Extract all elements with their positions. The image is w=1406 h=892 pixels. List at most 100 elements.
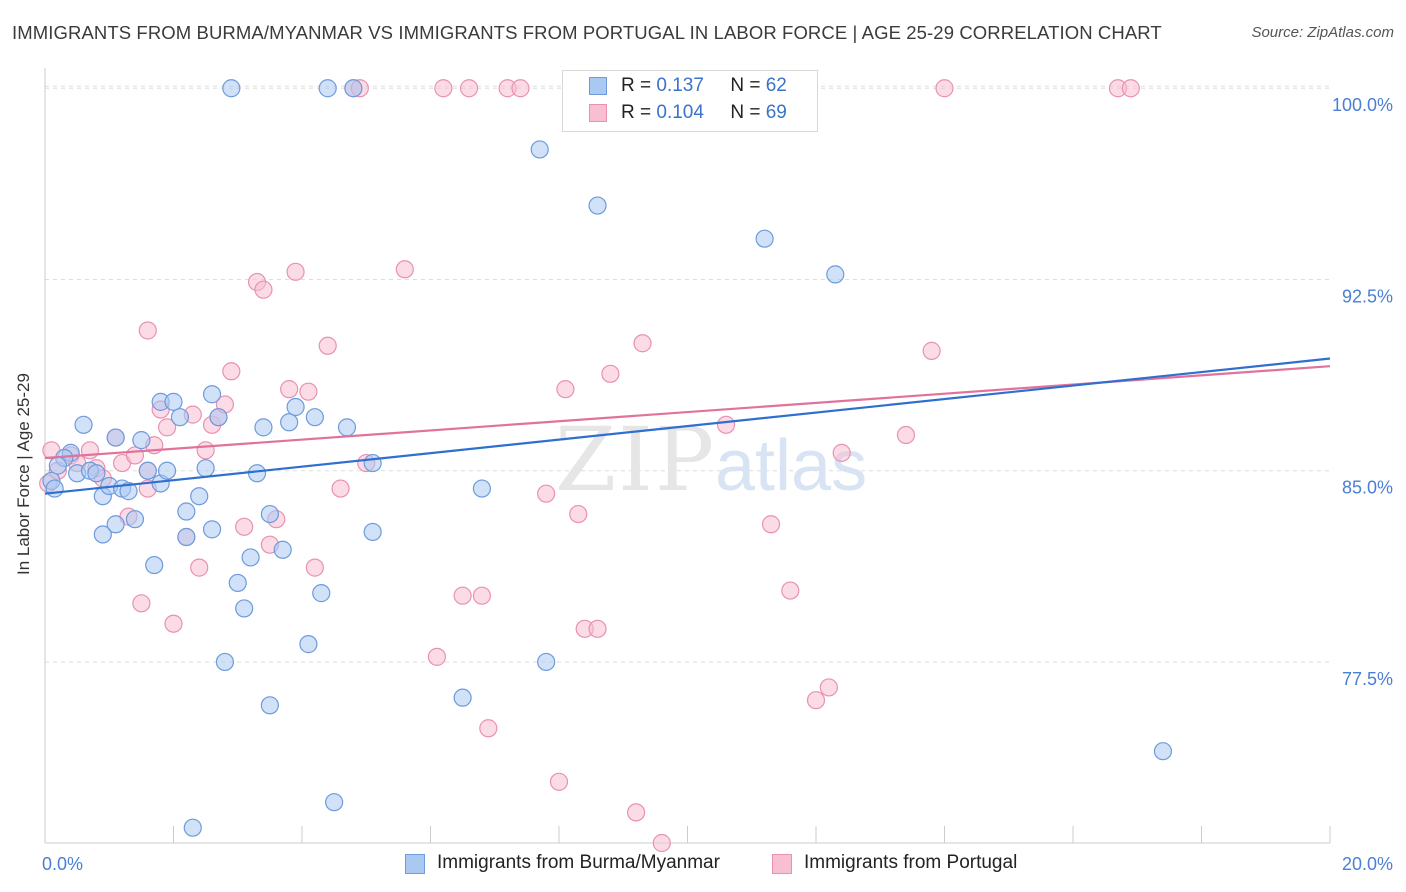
series-swatch-portugal xyxy=(772,854,792,874)
burma-point xyxy=(260,504,279,524)
portugal-point xyxy=(806,691,826,710)
portugal-point xyxy=(164,614,183,633)
portugal-point xyxy=(1121,79,1140,98)
burma-point xyxy=(826,265,845,284)
portugal-point xyxy=(601,364,620,383)
portugal-point xyxy=(318,336,337,355)
burma-point xyxy=(119,482,138,501)
legend-r-label: R = xyxy=(621,102,652,123)
portugal-point xyxy=(935,79,954,98)
watermark-zip: ZIP xyxy=(555,408,716,511)
burma-point xyxy=(530,140,549,159)
portugal-point xyxy=(922,341,941,360)
watermark-atlas: atlas xyxy=(715,426,867,506)
x-tick-label: 20.0% xyxy=(1342,854,1393,874)
burma-point xyxy=(228,573,247,593)
y-tick-label: 100.0% xyxy=(1332,95,1393,115)
burma-point xyxy=(588,196,607,215)
portugal-point xyxy=(286,262,305,281)
trend-lines xyxy=(44,357,1331,495)
portugal-point xyxy=(652,833,671,853)
burma-point xyxy=(537,652,556,672)
legend-n-value: 62 xyxy=(765,75,787,96)
x-tick-label: 0.0% xyxy=(42,854,83,874)
portugal-point xyxy=(633,334,652,353)
portugal-point xyxy=(427,647,447,666)
portugal-point xyxy=(588,619,607,638)
burma-point xyxy=(260,696,279,715)
burma-point xyxy=(48,456,67,475)
portugal-point xyxy=(138,321,157,340)
burma-point xyxy=(74,415,93,434)
burma-point xyxy=(312,584,331,603)
burma-points xyxy=(42,79,1173,837)
portugal-point xyxy=(125,446,145,465)
burma-point xyxy=(106,515,125,534)
burma-point xyxy=(755,229,774,248)
burma-point xyxy=(222,79,241,98)
burma-point xyxy=(177,527,196,547)
burma-point xyxy=(87,464,106,483)
series-swatch-burma xyxy=(405,854,425,874)
portugal-point xyxy=(819,678,838,697)
burma-point xyxy=(93,525,112,544)
portugal-point xyxy=(832,443,851,462)
burma-point xyxy=(254,418,273,437)
burma-point xyxy=(325,793,344,812)
portugal-point xyxy=(511,79,530,98)
portugal-point xyxy=(254,280,273,299)
burma-point xyxy=(157,461,177,480)
burma-point xyxy=(215,652,234,672)
burma-point xyxy=(286,397,305,417)
portugal-point xyxy=(280,380,299,399)
burma-point xyxy=(45,479,64,498)
burma-trend-line xyxy=(44,357,1331,495)
portugal-point xyxy=(479,719,498,738)
burma-point xyxy=(138,461,157,480)
burma-point xyxy=(183,818,202,837)
burma-point xyxy=(453,688,472,707)
burma-point xyxy=(177,502,196,521)
portugal-point xyxy=(132,594,151,613)
portugal-point xyxy=(331,479,350,498)
burma-point xyxy=(299,635,318,654)
burma-point xyxy=(363,522,382,542)
burma-point xyxy=(196,459,215,478)
y-axis-label-wrap: In Labor Force | Age 25-29 xyxy=(14,373,34,595)
portugal-point xyxy=(459,79,479,98)
burma-point xyxy=(106,428,125,447)
burma-point xyxy=(209,408,228,427)
portugal-point xyxy=(299,382,318,401)
burma-point xyxy=(132,431,151,450)
portugal-point xyxy=(569,504,588,524)
series-label-burma: Immigrants from Burma/Myanmar xyxy=(437,852,720,873)
legend-swatch-burma xyxy=(589,77,607,95)
burma-point xyxy=(170,408,190,427)
portugal-point xyxy=(626,803,646,822)
portugal-point xyxy=(434,79,453,98)
burma-point xyxy=(337,418,357,437)
legend-r-label: R = xyxy=(621,75,652,96)
portugal-point xyxy=(781,581,800,600)
legend-n-label: N = xyxy=(730,102,761,123)
portugal-point xyxy=(453,586,472,605)
burma-point xyxy=(164,392,183,411)
legend-n-label: N = xyxy=(730,75,761,96)
burma-point xyxy=(145,555,164,575)
portugal-point xyxy=(537,484,556,503)
legend-n-value: 69 xyxy=(765,102,787,123)
legend-r-value: 0.137 xyxy=(656,75,704,96)
burma-point xyxy=(273,540,292,559)
source-label: Source: ZipAtlas.com xyxy=(1251,24,1394,41)
burma-point xyxy=(1153,742,1173,761)
portugal-point xyxy=(761,515,781,534)
legend-r-value: 0.104 xyxy=(656,102,704,123)
portugal-point xyxy=(549,772,569,791)
burma-point xyxy=(305,408,324,427)
chart-title: IMMIGRANTS FROM BURMA/MYANMAR VS IMMIGRA… xyxy=(12,22,1162,43)
correlation-legend: R = 0.137 N = 62 R = 0.104 N = 69 xyxy=(562,70,818,132)
burma-point xyxy=(247,464,267,483)
portugal-point xyxy=(196,441,215,460)
y-tick-label: 85.0% xyxy=(1342,478,1393,498)
